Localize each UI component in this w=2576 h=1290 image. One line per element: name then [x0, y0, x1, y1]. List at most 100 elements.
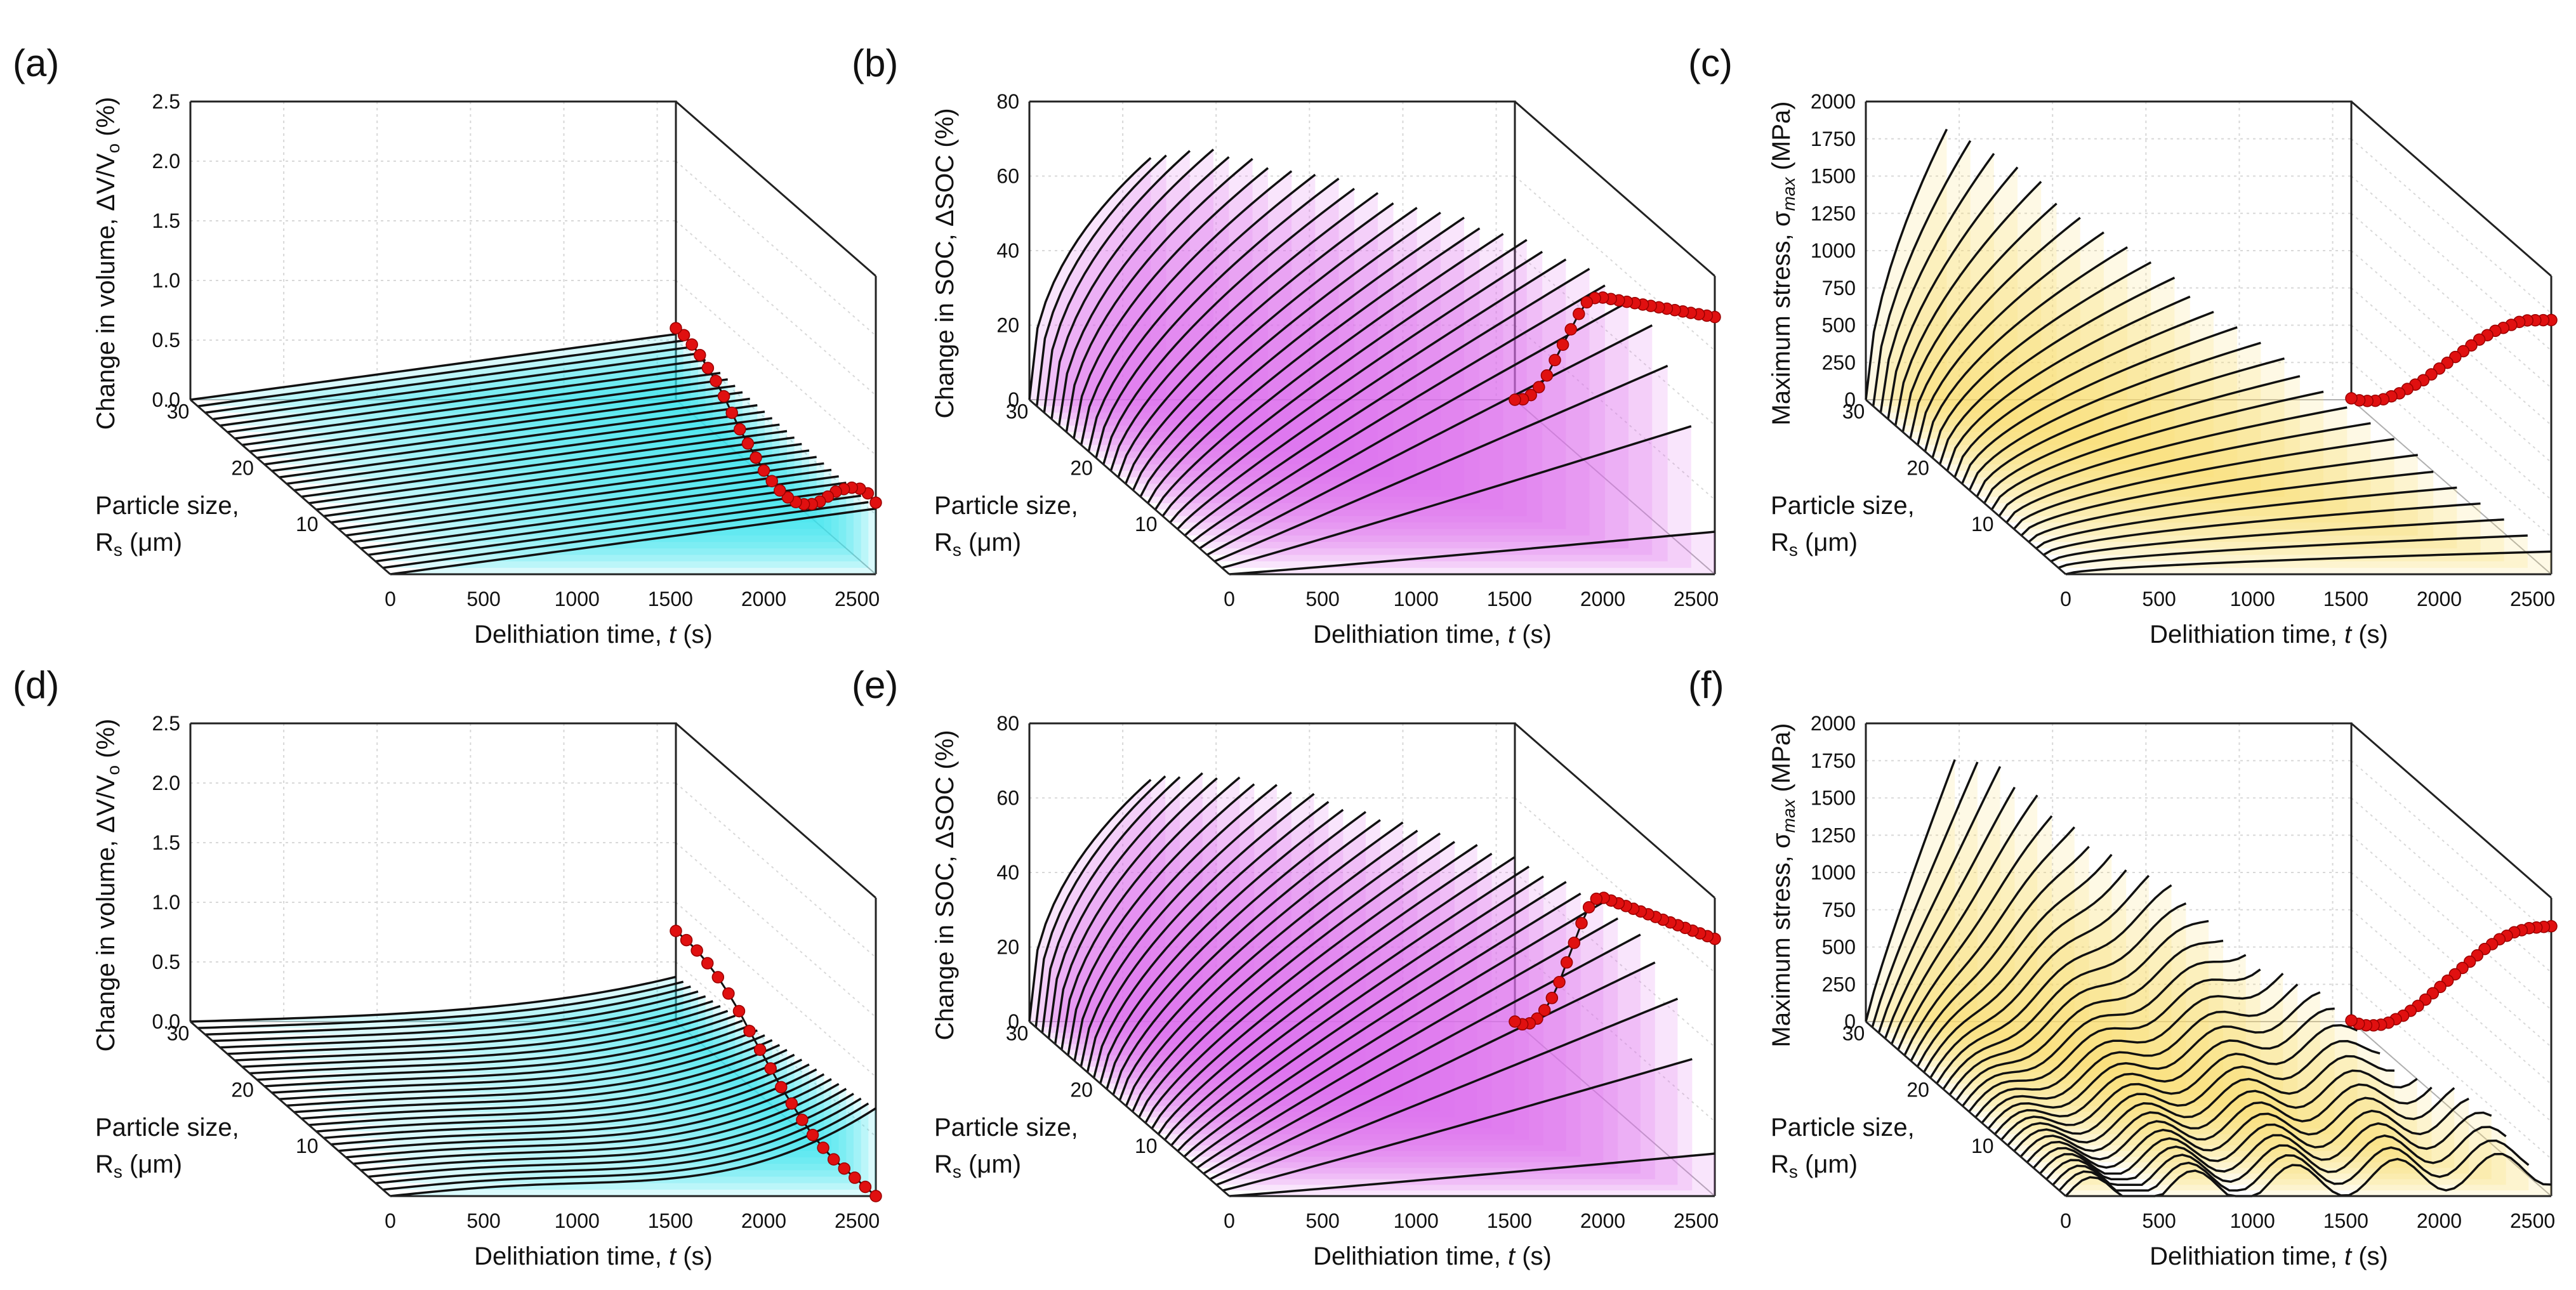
back-wall-plane — [190, 102, 676, 400]
series-line — [2019, 1069, 2418, 1158]
x-tick-label: 2500 — [2510, 1209, 2555, 1232]
z-tick-label: 0 — [1008, 388, 1019, 411]
series-fill — [2001, 1025, 2358, 1140]
projection-dot — [796, 1114, 809, 1126]
series-line — [1043, 150, 1191, 413]
series-line — [2032, 1087, 2455, 1169]
series-group — [1865, 128, 2552, 576]
box-frame-top-right — [1514, 722, 1715, 899]
z-tick-label: 0.5 — [152, 951, 180, 973]
z-tick-label: 0.5 — [152, 329, 180, 352]
series-line — [1946, 295, 2191, 471]
projection-dot — [1580, 296, 1594, 309]
z-tick-label: 750 — [1822, 277, 1856, 299]
series-line — [1189, 901, 1604, 1164]
series-line — [2020, 454, 2418, 537]
y-tick-label: 10 — [296, 513, 319, 536]
series-fill — [1939, 277, 2175, 464]
series-line — [1974, 972, 2284, 1118]
series-line — [1229, 1152, 1715, 1197]
series-fill — [383, 1103, 869, 1190]
series-line — [242, 1010, 729, 1069]
series-line — [1916, 231, 2104, 445]
panel-f: 0 250 500 750 1000 1250 1500 1750 2000 0 500 1000 15… — [1688, 664, 2558, 1270]
series-line — [1099, 808, 1344, 1084]
box-frame-top-right — [675, 100, 876, 277]
series-line — [1955, 939, 2224, 1102]
y-axis-label-line1: Particle size, — [1771, 1114, 1915, 1142]
x-axis-label: Delithiation time, t (s) — [1313, 621, 1552, 648]
z-tick-label: 1000 — [1811, 861, 1856, 884]
series-fill — [286, 1040, 772, 1106]
series-line — [1939, 277, 2176, 465]
projection-dot — [827, 1153, 840, 1166]
series-line — [1987, 991, 2321, 1129]
series-fill — [1199, 301, 1629, 549]
projection-dot — [774, 484, 786, 497]
projection-dot — [694, 348, 706, 362]
x-tick-label: 2500 — [1674, 1209, 1719, 1232]
panel-label: (a) — [13, 42, 59, 84]
series-line — [1196, 917, 1619, 1169]
z-tick-label: 1000 — [1811, 239, 1856, 262]
z-tick-label: 1250 — [1811, 202, 1856, 225]
series-fill — [1975, 973, 2283, 1117]
series-fill — [1917, 232, 2104, 445]
projection-dot — [859, 1180, 872, 1194]
series-line — [1183, 892, 1582, 1158]
x-tick-label: 1500 — [648, 588, 693, 610]
series-line — [1054, 777, 1218, 1044]
series-fill — [1061, 777, 1240, 1050]
x-axis-label: Delithiation time, t (s) — [1313, 1242, 1552, 1270]
series-line — [2013, 1055, 2394, 1152]
z-axis-label: Change in volume, ΔV/Vo (%) — [92, 719, 123, 1052]
z-axis-label: Change in SOC, ΔSOC (%) — [931, 108, 959, 418]
y-tick-label: 20 — [231, 1078, 254, 1101]
x-tick-label: 1000 — [1394, 588, 1439, 610]
projection-dot — [1545, 992, 1559, 1004]
series-line — [1916, 853, 2113, 1067]
series-fill — [2066, 551, 2551, 574]
series-line — [323, 449, 810, 518]
series-fill — [375, 1098, 861, 1183]
series-line — [1936, 884, 2172, 1084]
x-tick-label: 500 — [1305, 588, 1339, 610]
series-fill — [390, 1108, 876, 1196]
series-fill — [353, 1084, 839, 1164]
series-line — [1910, 845, 2090, 1062]
series-line — [301, 1048, 788, 1120]
series-line — [338, 1073, 825, 1152]
x-tick-label: 1500 — [1487, 588, 1532, 610]
x-axis-label: Delithiation time, t (s) — [474, 1242, 713, 1270]
y-tick-label: 10 — [1135, 513, 1158, 536]
series-fill — [1984, 376, 2300, 503]
projection-dot — [817, 1142, 829, 1154]
projection-dot — [680, 933, 693, 947]
series-line — [279, 1034, 765, 1100]
series-line — [1909, 216, 2081, 439]
y-axis-label-line2: Rs (μm) — [95, 529, 182, 560]
series-fill — [1981, 984, 2298, 1123]
x-tick-label: 0 — [385, 1209, 396, 1232]
projection-dot — [670, 925, 682, 937]
floor-diagonal — [1514, 399, 1715, 575]
series-line — [286, 1039, 773, 1107]
series-fill — [286, 418, 772, 484]
series-line — [227, 1000, 713, 1055]
series-line — [190, 332, 677, 401]
series-line — [375, 1097, 862, 1185]
projection-dot — [764, 1062, 777, 1075]
series-line — [1102, 187, 1355, 465]
series-fill — [2033, 1088, 2455, 1168]
series-line — [1922, 869, 2127, 1073]
y-tick-label: 20 — [1906, 1078, 1929, 1101]
series-fill — [1903, 203, 2057, 432]
z-tick-label: 1500 — [1811, 787, 1856, 810]
x-tick-label: 1000 — [555, 588, 600, 610]
series-line — [294, 1044, 781, 1114]
x-tick-label: 0 — [385, 588, 396, 610]
y-tick-label: 20 — [1070, 456, 1093, 479]
series-fill — [1191, 902, 1604, 1162]
projection-dot — [765, 475, 778, 487]
series-fill — [2007, 1041, 2381, 1146]
